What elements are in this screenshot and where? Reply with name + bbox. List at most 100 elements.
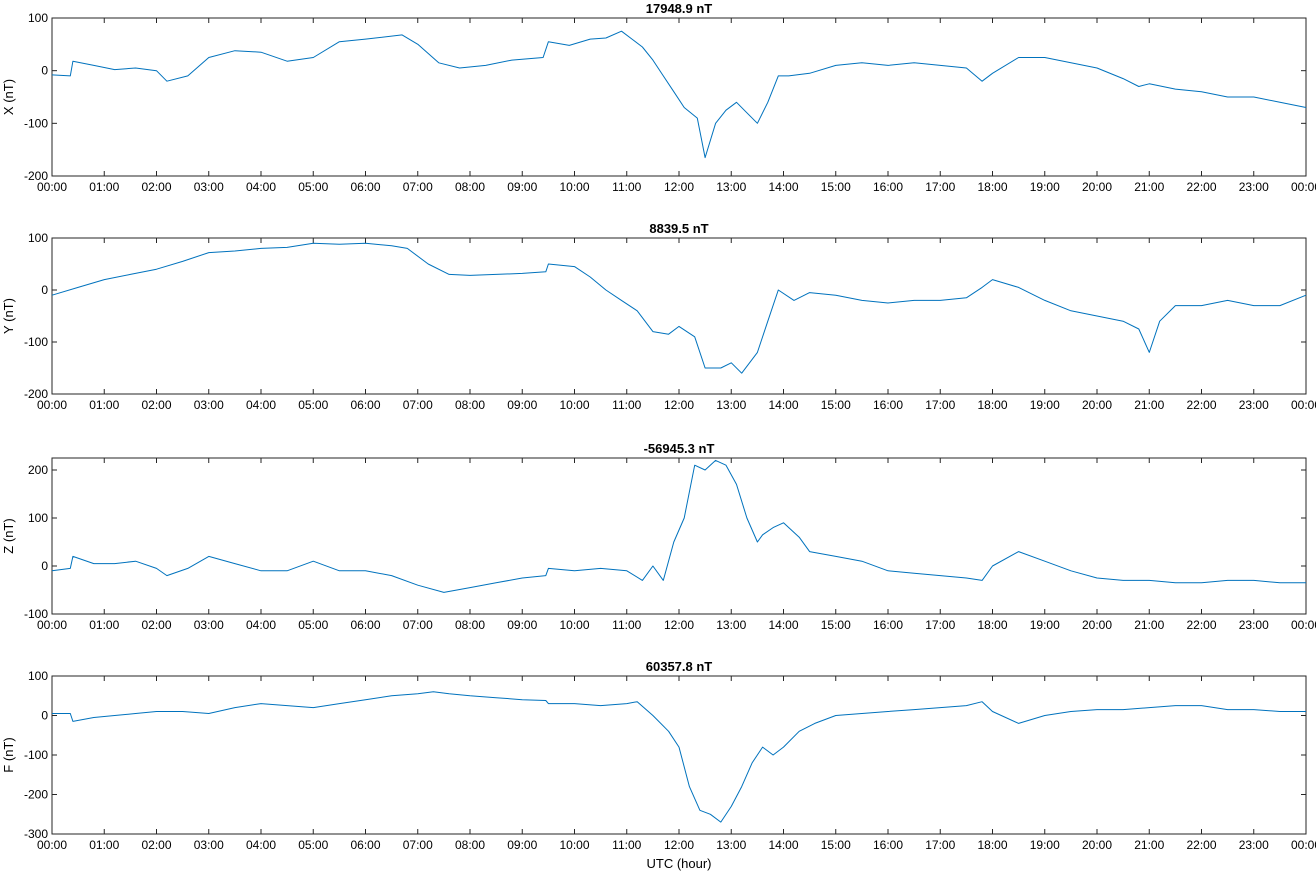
x-tick-label: 03:00 xyxy=(194,838,224,852)
x-tick-label: 10:00 xyxy=(559,180,589,194)
x-tick-label: 17:00 xyxy=(925,838,955,852)
x-tick-label: 09:00 xyxy=(507,398,537,412)
x-tick-label: 21:00 xyxy=(1134,180,1164,194)
series-line-3 xyxy=(51,459,1306,593)
y-tick-label: -200 xyxy=(24,169,48,183)
x-tick-label: 08:00 xyxy=(455,180,485,194)
x-tick-label: 00:00 xyxy=(37,838,67,852)
x-tick-label: 22:00 xyxy=(1186,398,1216,412)
x-tick-label: 07:00 xyxy=(403,180,433,194)
y-tick-label: 100 xyxy=(28,11,48,25)
x-tick-label: 13:00 xyxy=(716,180,746,194)
x-tick-label: 11:00 xyxy=(612,618,641,632)
x-axis-label: UTC (hour) xyxy=(646,856,711,871)
x-tick-label: 05:00 xyxy=(298,618,328,632)
x-tick-label: 09:00 xyxy=(507,838,537,852)
plot-axes-box xyxy=(51,457,1307,615)
panel-title: 17948.9 nT xyxy=(646,1,713,16)
x-tick-label: 02:00 xyxy=(141,838,171,852)
x-tick-label: 00:00 xyxy=(37,398,67,412)
x-tick-label: 12:00 xyxy=(664,180,694,194)
x-tick-label: 22:00 xyxy=(1186,618,1216,632)
y-tick-label: 0 xyxy=(41,559,48,573)
x-tick-label: 03:00 xyxy=(194,180,224,194)
x-tick-label: 11:00 xyxy=(612,180,641,194)
x-tick-label: 17:00 xyxy=(925,398,955,412)
x-tick-label: 16:00 xyxy=(873,398,903,412)
y-tick-label: 200 xyxy=(28,463,48,477)
x-tick-label: 01:00 xyxy=(89,618,119,632)
x-tick-label: 13:00 xyxy=(716,838,746,852)
x-tick-label: 21:00 xyxy=(1134,618,1164,632)
x-tick-label: 11:00 xyxy=(612,838,641,852)
x-tick-label: 02:00 xyxy=(141,618,171,632)
x-tick-label: 18:00 xyxy=(977,180,1007,194)
panel-1: 17948.9 nT -200 -100 0 100 00:00 01:00 02:00 03:… xyxy=(1,1,1316,194)
y-axis-label: X (nT) xyxy=(1,79,16,115)
x-tick-label: 20:00 xyxy=(1082,398,1112,412)
x-tick-label: 15:00 xyxy=(821,180,851,194)
x-tick-label: 08:00 xyxy=(455,838,485,852)
x-tick-label: 15:00 xyxy=(821,838,851,852)
x-tick-label: 05:00 xyxy=(298,398,328,412)
x-tick-label: 04:00 xyxy=(246,180,276,194)
x-tick-label: 02:00 xyxy=(141,398,171,412)
plot-axes-box xyxy=(51,237,1307,395)
x-tick-label: 01:00 xyxy=(89,398,119,412)
x-tick-label: 12:00 xyxy=(664,618,694,632)
x-tick-label: 12:00 xyxy=(664,838,694,852)
x-tick-label: 15:00 xyxy=(821,618,851,632)
x-tick-label: 04:00 xyxy=(246,838,276,852)
x-tick-label: 01:00 xyxy=(89,838,119,852)
y-tick-label: -100 xyxy=(24,116,48,130)
x-tick-label: 06:00 xyxy=(350,838,380,852)
x-tick-label: 13:00 xyxy=(716,398,746,412)
x-tick-label: 08:00 xyxy=(455,618,485,632)
x-tick-label: 21:00 xyxy=(1134,398,1164,412)
x-tick-label: 20:00 xyxy=(1082,180,1112,194)
x-tick-label: 18:00 xyxy=(977,838,1007,852)
x-tick-label: 22:00 xyxy=(1186,838,1216,852)
y-axis-label: Z (nT) xyxy=(1,518,16,553)
x-tick-label: 16:00 xyxy=(873,618,903,632)
x-tick-label: 11:00 xyxy=(612,398,641,412)
x-tick-label: 07:00 xyxy=(403,398,433,412)
x-tick-label: 03:00 xyxy=(194,618,224,632)
y-tick-label: -200 xyxy=(24,788,48,802)
y-tick-label: -100 xyxy=(24,335,48,349)
y-tick-label: 100 xyxy=(28,511,48,525)
y-tick-label: 0 xyxy=(41,283,48,297)
series-line-2 xyxy=(51,242,1307,374)
x-tick-label: 19:00 xyxy=(1030,180,1060,194)
x-tick-label: 18:00 xyxy=(977,618,1007,632)
x-tick-label: 00:00 xyxy=(1291,618,1316,632)
plot-axes-box xyxy=(51,17,1307,177)
panel-title: 8839.5 nT xyxy=(649,221,708,236)
x-tick-label: 06:00 xyxy=(350,398,380,412)
x-tick-label: 15:00 xyxy=(821,398,851,412)
x-tick-label: 23:00 xyxy=(1239,180,1269,194)
panel-3: -56945.3 nT -100 0 100 200 00:00 01:00 02:00 03:… xyxy=(1,441,1316,632)
x-tick-label: 19:00 xyxy=(1030,838,1060,852)
x-tick-label: 21:00 xyxy=(1134,838,1164,852)
x-tick-label: 07:00 xyxy=(403,618,433,632)
panel-4: 60357.8 nT -300 -200 -100 0 100 00:00 01:00 02:0… xyxy=(1,659,1316,871)
x-tick-label: 19:00 xyxy=(1030,618,1060,632)
x-tick-label: 20:00 xyxy=(1082,618,1112,632)
x-tick-label: 00:00 xyxy=(37,618,67,632)
y-tick-label: 0 xyxy=(41,64,48,78)
x-tick-label: 16:00 xyxy=(873,180,903,194)
x-tick-label: 09:00 xyxy=(507,180,537,194)
y-tick-label: 100 xyxy=(28,231,48,245)
x-tick-label: 07:00 xyxy=(403,838,433,852)
y-tick-label: -300 xyxy=(24,827,48,841)
x-tick-label: 08:00 xyxy=(455,398,485,412)
y-tick-label: -100 xyxy=(24,607,48,621)
x-tick-label: 02:00 xyxy=(141,180,171,194)
x-tick-label: 14:00 xyxy=(768,618,798,632)
x-tick-label: 22:00 xyxy=(1186,180,1216,194)
panel-2: 8839.5 nT -200 -100 0 100 00:00 01:00 02:00 03:0… xyxy=(1,221,1316,412)
y-axis-label: Y (nT) xyxy=(1,298,16,334)
y-axis-label: F (nT) xyxy=(1,737,16,772)
